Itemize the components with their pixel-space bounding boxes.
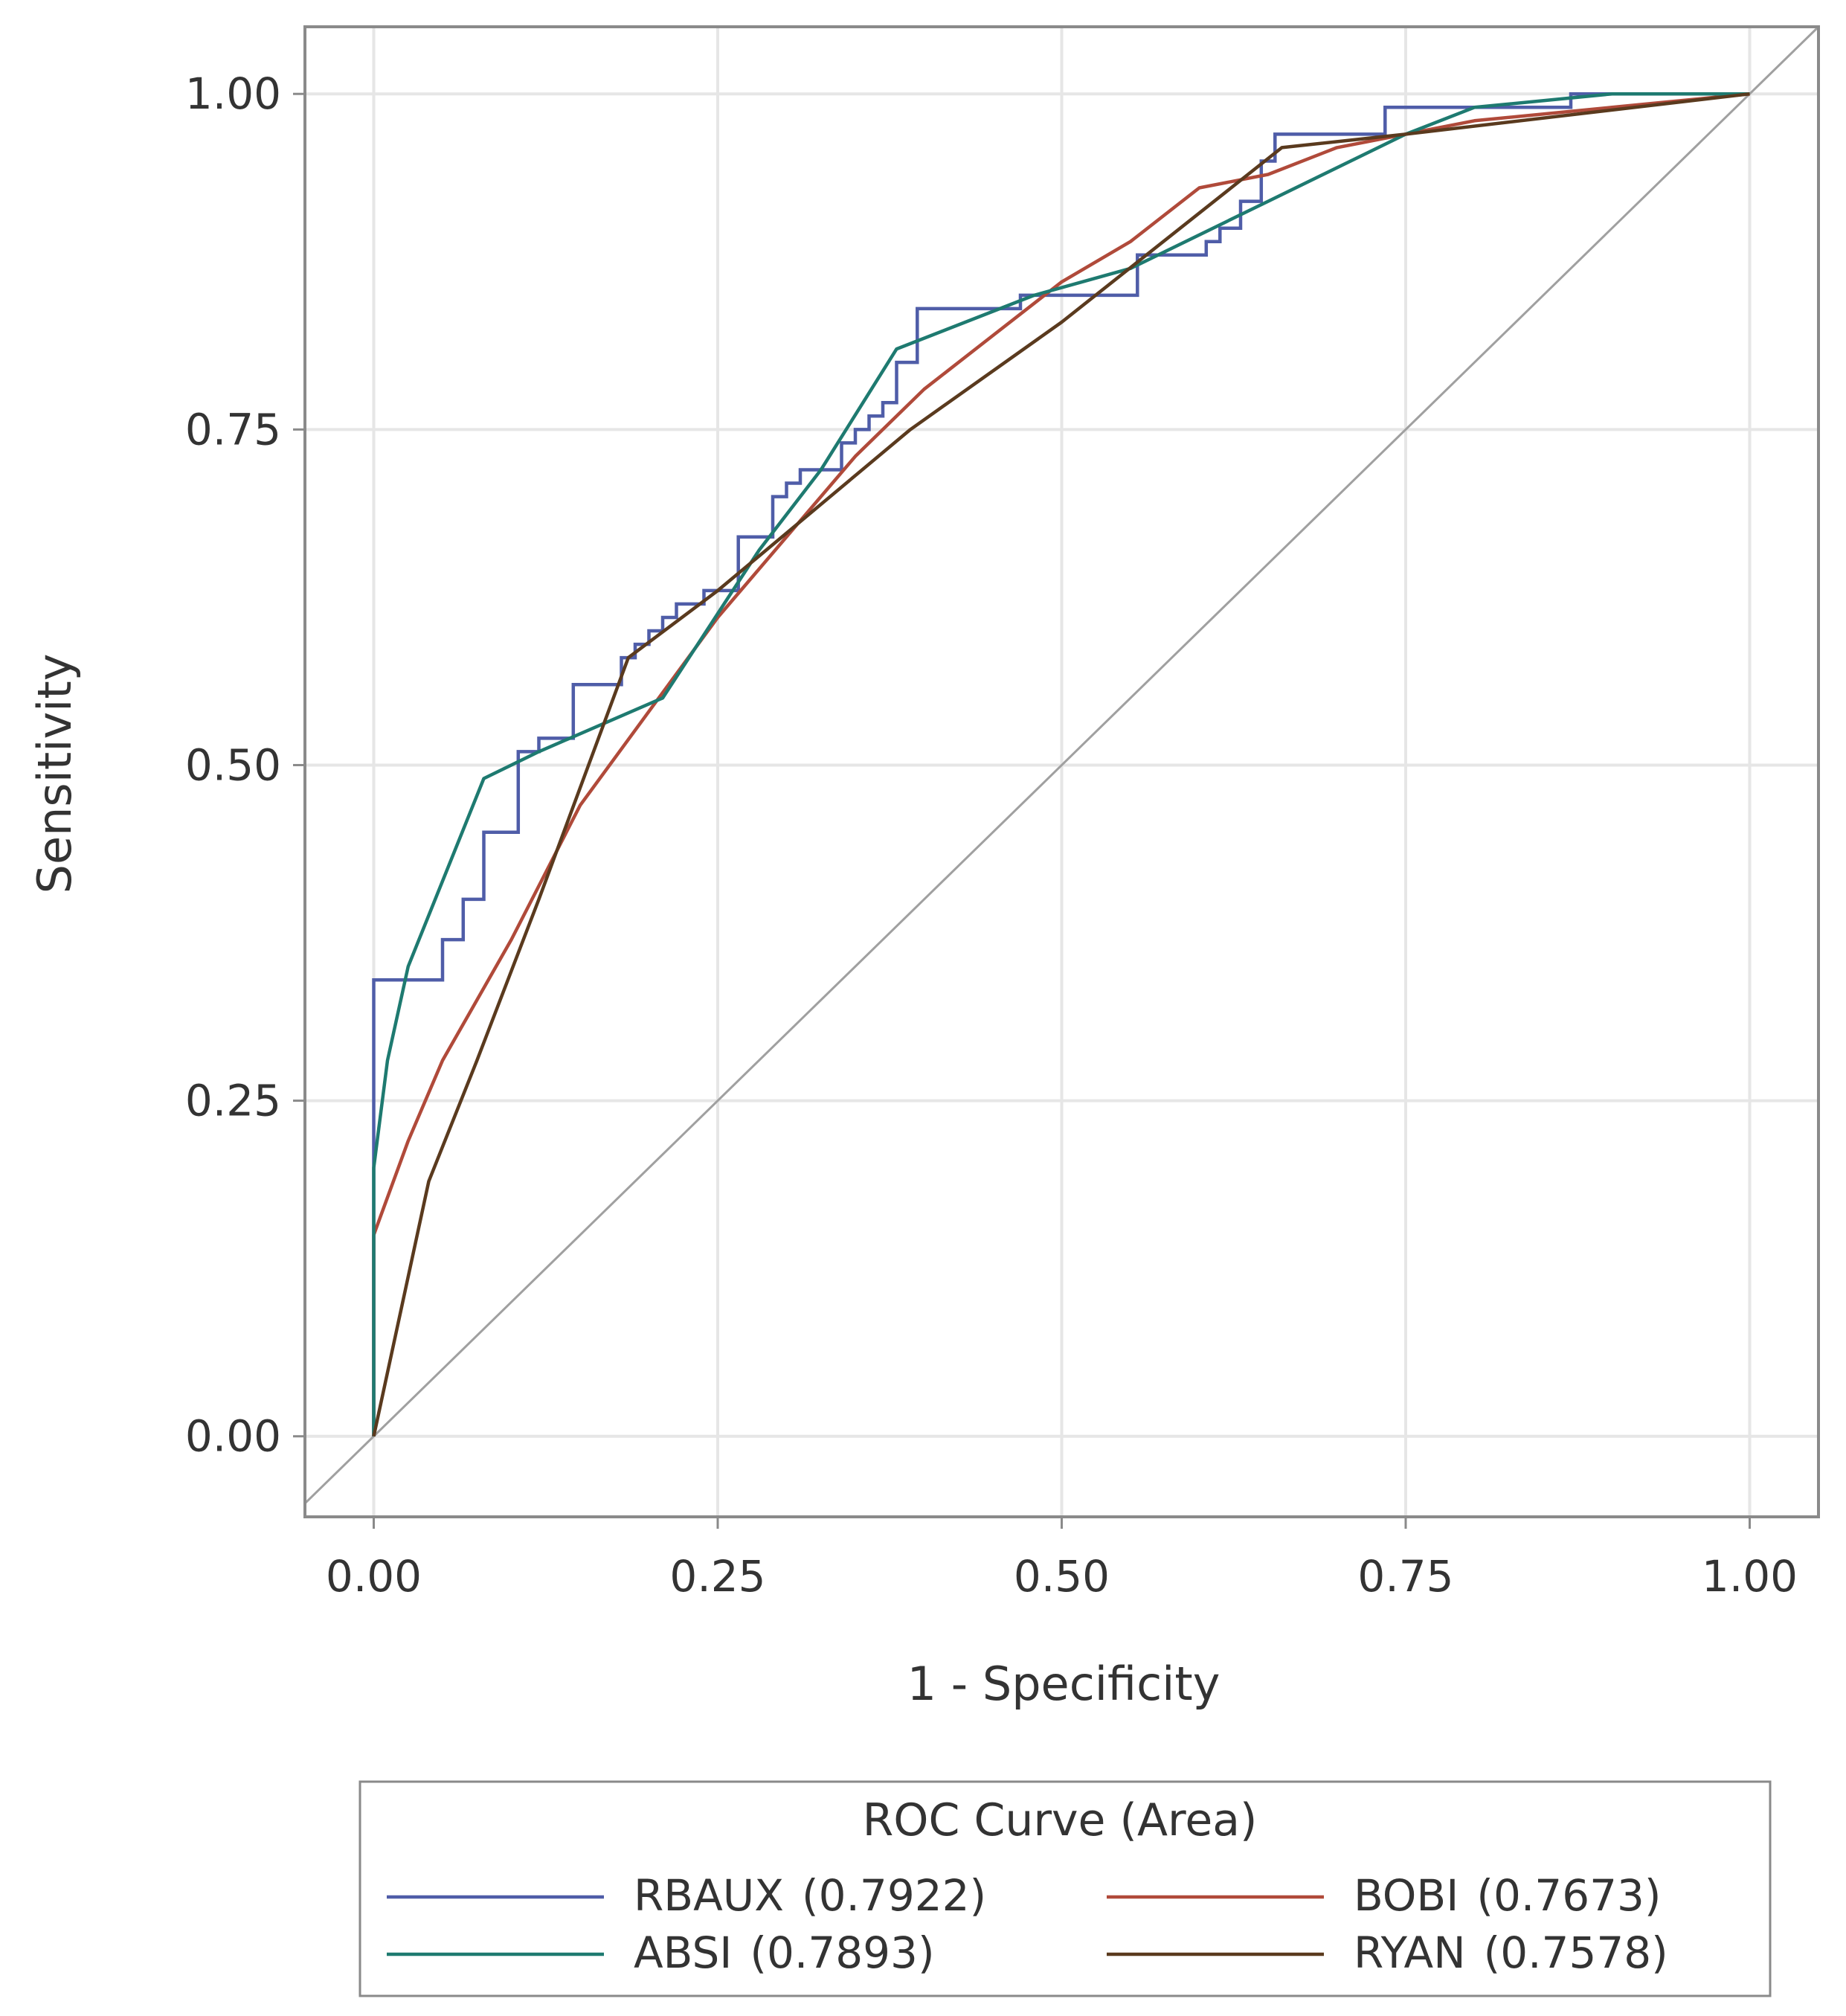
legend-series-name: ABSI [634, 1927, 732, 1978]
reference-diagonal [303, 25, 1820, 1505]
x-tick-label: 0.50 [1014, 1551, 1110, 1602]
legend-series-area: (0.7578) [1484, 1927, 1668, 1978]
y-tick-label: 0.25 [185, 1076, 281, 1126]
legend-series-area: (0.7673) [1476, 1870, 1661, 1921]
x-tick-label: 0.75 [1357, 1551, 1453, 1602]
x-tick-label: 0.00 [326, 1551, 422, 1602]
roc-curve-rbaux [372, 92, 1750, 1436]
y-tick-label: 0.75 [185, 404, 281, 455]
legend-title: ROC Curve (Area) [863, 1794, 1258, 1846]
roc-curve-bobi [372, 92, 1750, 1436]
roc-curve-absi [372, 92, 1750, 1436]
y-tick-label: 1.00 [185, 68, 281, 119]
x-axis-title: 1 - Specificity [907, 1657, 1221, 1711]
reference-line [303, 25, 1820, 1505]
y-tick-label: 0.50 [185, 739, 281, 790]
legend-label-absi: ABSI (0.7893) [634, 1927, 935, 1978]
x-tick-label: 0.25 [669, 1551, 765, 1602]
legend-series-name: RYAN [1354, 1927, 1466, 1978]
legend-items: RBAUX (0.7922) BOBI (0.7673) ABSI (0.7893) RYA… [387, 1870, 1668, 1978]
y-axis-title: Sensitivity [28, 654, 82, 894]
legend-frame [358, 1780, 1772, 1997]
legend-label-ryan: RYAN (0.7578) [1354, 1927, 1668, 1978]
legend: ROC Curve (Area) RBAUX (0.7922) BOBI (0.767… [358, 1780, 1772, 1997]
x-axis-ticks: 0.00 0.25 0.50 0.75 1.00 [326, 1517, 1798, 1602]
legend-series-name: BOBI [1354, 1870, 1459, 1921]
y-axis-ticks: 0.00 0.25 0.50 0.75 1.00 [185, 68, 305, 1462]
legend-series-area: (0.7893) [750, 1927, 934, 1978]
roc-curve-ryan [372, 92, 1750, 1437]
x-tick-label: 1.00 [1702, 1551, 1798, 1602]
legend-label-bobi: BOBI (0.7673) [1354, 1870, 1662, 1921]
roc-curves [372, 92, 1750, 1437]
grid-lines [305, 27, 1818, 1517]
legend-series-area: (0.7922) [802, 1870, 986, 1921]
y-tick-label: 0.00 [185, 1411, 281, 1462]
legend-series-name: RBAUX [634, 1870, 784, 1921]
legend-label-rbaux: RBAUX (0.7922) [634, 1870, 986, 1921]
